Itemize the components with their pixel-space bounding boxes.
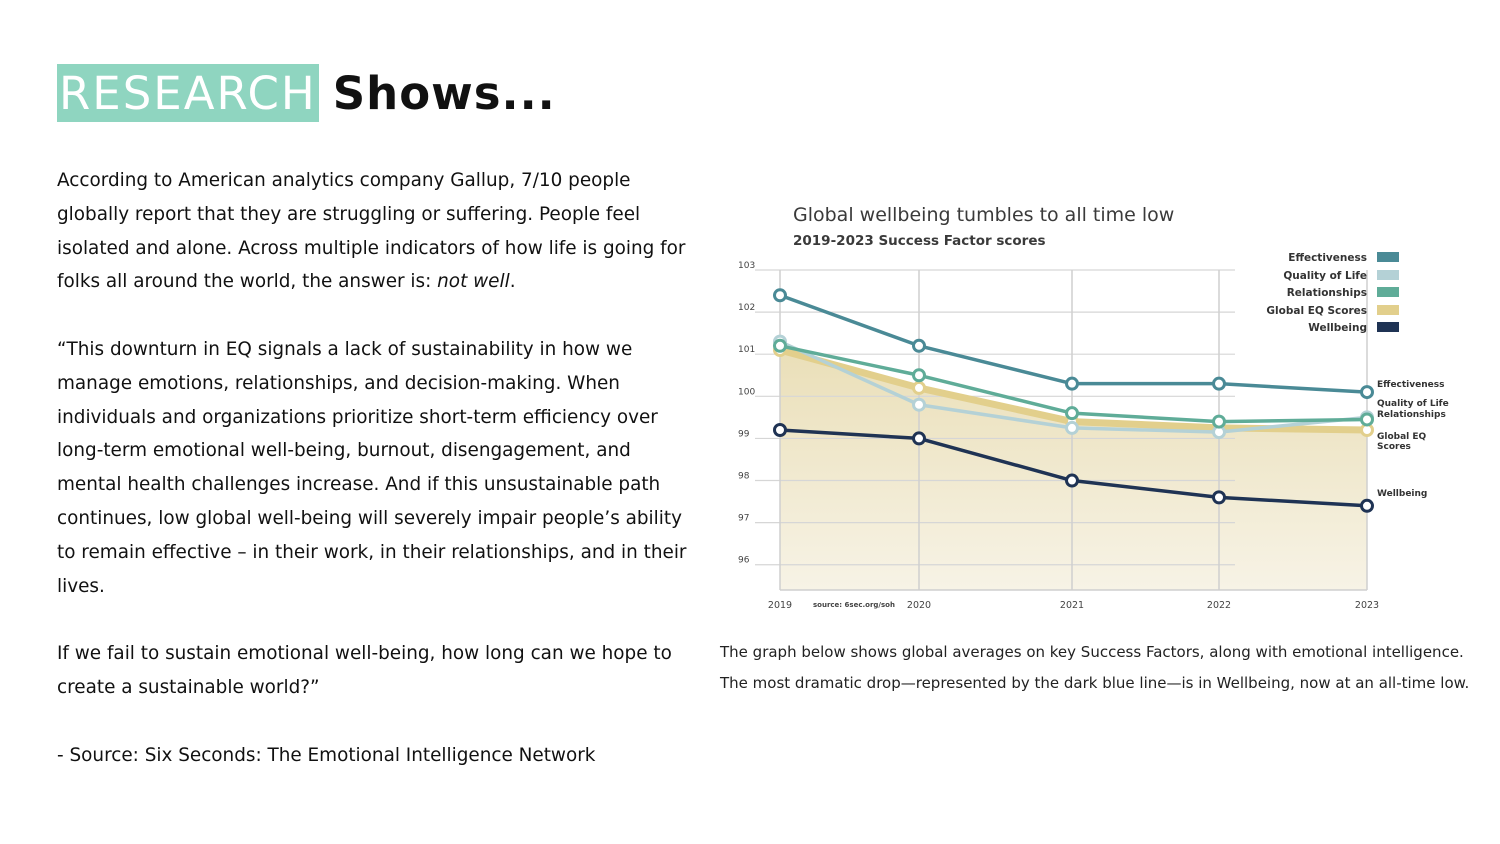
- source-line: - Source: Six Seconds: The Emotional Int…: [57, 744, 596, 766]
- legend-swatch: [1377, 252, 1399, 262]
- data-point-relationships: [773, 338, 787, 353]
- legend-label: Relationships: [1287, 287, 1367, 299]
- legend-label: Effectiveness: [1288, 252, 1367, 264]
- end-label-scores: Scores: [1377, 442, 1411, 452]
- y-tick-label: 100: [738, 387, 755, 397]
- area-fill-eq: [780, 350, 1367, 590]
- data-point-effectiveness: [912, 338, 926, 353]
- data-point-wellbeing: [1212, 490, 1226, 505]
- data-point-quality-of-life: [912, 397, 926, 412]
- legend-label: Global EQ Scores: [1266, 305, 1367, 317]
- data-point-quality-of-life: [1065, 420, 1079, 435]
- legend-swatch: [1377, 270, 1399, 280]
- data-point-effectiveness: [1065, 376, 1079, 391]
- wellbeing-chart: Global wellbeing tumbles to all time low…: [725, 190, 1485, 620]
- x-tick-label: 2021: [1060, 600, 1084, 611]
- y-tick-label: 102: [738, 303, 755, 313]
- data-point-wellbeing: [1065, 473, 1079, 488]
- legend-label: Quality of Life: [1283, 270, 1367, 282]
- data-point-effectiveness: [1212, 376, 1226, 391]
- x-tick-label: 2019: [768, 600, 792, 611]
- y-tick-label: 98: [738, 472, 750, 482]
- y-tick-label: 99: [738, 429, 750, 439]
- page-heading: RESEARCH Shows...: [57, 64, 556, 122]
- data-point-wellbeing: [912, 431, 926, 446]
- legend-label: Wellbeing: [1308, 322, 1367, 334]
- data-point-global-eq-scores: [912, 380, 926, 395]
- data-point-relationships: [1065, 406, 1079, 421]
- data-point-relationships: [912, 368, 926, 383]
- data-point-relationships: [1212, 414, 1226, 429]
- data-point-wellbeing: [773, 423, 787, 437]
- paragraph-question: If we fail to sustain emotional well-bei…: [57, 643, 672, 698]
- end-label-global-eq: Global EQ: [1377, 432, 1427, 442]
- chart-caption: The graph below shows global averages on…: [720, 643, 1470, 692]
- paragraph-quote: “This downturn in EQ signals a lack of s…: [57, 338, 687, 597]
- end-label-quality-of-life: Quality of Life: [1377, 399, 1449, 409]
- data-point-wellbeing: [1360, 498, 1374, 513]
- data-point-relationships: [1360, 412, 1374, 427]
- chart-source-note: source: 6sec.org/soh: [813, 601, 895, 609]
- chart-subtitle: 2019-2023 Success Factor scores: [793, 233, 1046, 249]
- y-tick-label: 103: [738, 261, 755, 271]
- y-tick-label: 96: [738, 556, 750, 566]
- heading-rest: Shows...: [332, 66, 556, 120]
- data-point-effectiveness: [773, 288, 787, 303]
- y-tick-label: 101: [738, 345, 755, 355]
- heading-highlight: RESEARCH: [57, 64, 319, 122]
- y-tick-label: 97: [738, 514, 749, 524]
- body-text: According to American analytics company …: [57, 164, 697, 772]
- x-tick-label: 2023: [1355, 600, 1379, 611]
- legend-swatch: [1377, 322, 1399, 332]
- legend-swatch: [1377, 305, 1399, 315]
- wellbeing-chart-svg: Global wellbeing tumbles to all time low…: [738, 204, 1449, 611]
- end-label-relationships: Relationships: [1377, 410, 1446, 420]
- x-tick-label: 2020: [907, 600, 931, 611]
- paragraph-gallup: According to American analytics company …: [57, 170, 686, 293]
- legend-swatch: [1377, 287, 1399, 297]
- end-label-effectiveness: Effectiveness: [1377, 380, 1444, 390]
- data-point-effectiveness: [1360, 385, 1374, 400]
- chart-title: Global wellbeing tumbles to all time low: [793, 204, 1174, 226]
- x-tick-label: 2022: [1207, 600, 1231, 611]
- end-label-wellbeing: Wellbeing: [1377, 489, 1427, 499]
